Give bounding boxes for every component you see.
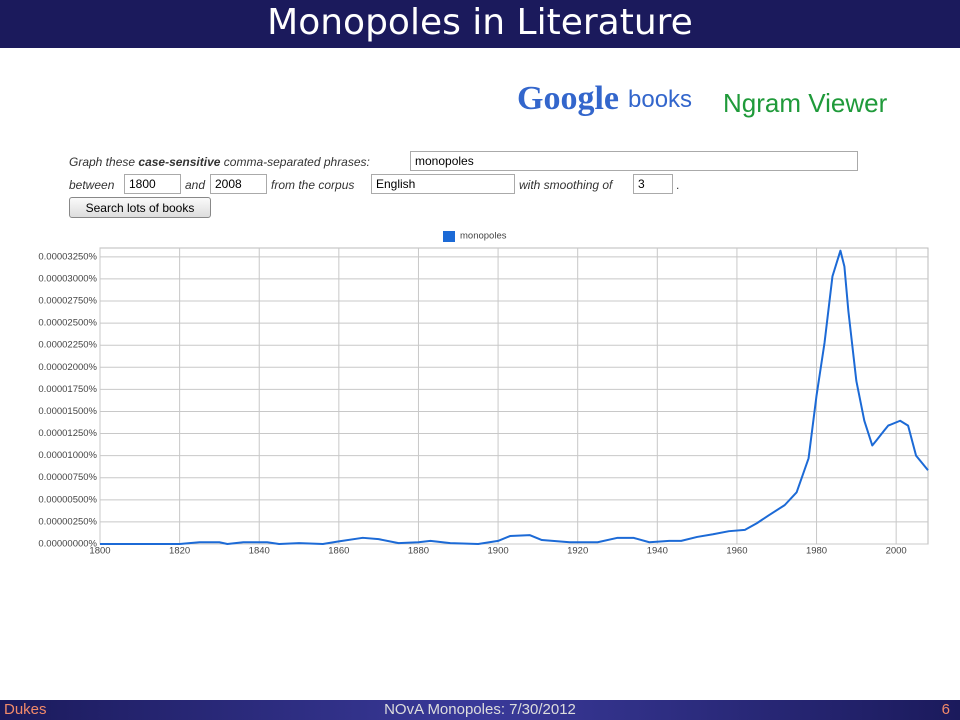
y-tick-label: 0.00000750% bbox=[38, 472, 97, 483]
y-tick-label: 0.00000250% bbox=[38, 516, 97, 527]
x-tick-label: 2000 bbox=[886, 546, 907, 557]
footer-bar bbox=[0, 700, 960, 720]
x-tick-label: 1960 bbox=[726, 546, 747, 557]
x-tick-label: 1820 bbox=[169, 546, 190, 557]
corpus-select[interactable]: English bbox=[371, 174, 515, 194]
y-tick-label: 0.00001500% bbox=[38, 406, 97, 417]
label: with smoothing of bbox=[519, 178, 613, 192]
series-line bbox=[100, 249, 929, 545]
x-tick-label: 1840 bbox=[249, 546, 270, 557]
x-tick-label: 1900 bbox=[488, 546, 509, 557]
start-input[interactable]: 1800 bbox=[124, 174, 181, 194]
chart: 0.00000000% 0.00000250% 0.00000500% 0.00000… bbox=[38, 231, 929, 557]
label: between bbox=[69, 178, 115, 192]
x-tick-label: 1920 bbox=[567, 546, 588, 557]
y-tick-label: 0.00000000% bbox=[38, 539, 97, 550]
y-tick-label: 0.00003000% bbox=[38, 273, 97, 284]
form-line: Graph these case-sensitive comma-separat… bbox=[69, 155, 370, 169]
label: comma-separated phrases: bbox=[223, 155, 370, 169]
phrase-input[interactable]: monopoles bbox=[410, 151, 858, 171]
y-tick-label: 0.00002250% bbox=[38, 340, 97, 351]
footer-author: Dukes bbox=[4, 701, 47, 718]
footer-center: NOvA Monopoles: 7/30/2012 bbox=[384, 701, 576, 718]
x-tick-label: 1860 bbox=[328, 546, 349, 557]
search-button[interactable]: Search lots of books bbox=[69, 197, 211, 218]
y-tick-label: 0.00001000% bbox=[38, 450, 97, 461]
slide-title: Monopoles in Literature bbox=[267, 2, 693, 43]
label: from the corpus bbox=[271, 178, 355, 192]
label: and bbox=[185, 178, 206, 192]
y-tick-label: 0.00002000% bbox=[38, 362, 97, 373]
label: . bbox=[676, 178, 680, 192]
label: case-sensitive bbox=[138, 155, 221, 169]
label: Graph these bbox=[69, 155, 136, 169]
end-input[interactable]: 2008 bbox=[210, 174, 267, 194]
y-tick-label: 0.00000500% bbox=[38, 494, 97, 505]
logo-product: books bbox=[628, 86, 693, 113]
y-tick-label: 0.00002750% bbox=[38, 296, 97, 307]
y-tick-label: 0.00001750% bbox=[38, 384, 97, 395]
legend-label: monopoles bbox=[460, 231, 507, 242]
x-tick-label: 1880 bbox=[408, 546, 429, 557]
y-tick-label: 0.00003250% bbox=[38, 251, 97, 262]
x-tick-label: 1980 bbox=[806, 546, 827, 557]
x-tick-label: 1940 bbox=[647, 546, 668, 557]
y-tick-label: 0.00001250% bbox=[38, 428, 97, 439]
x-tick-label: 1800 bbox=[89, 546, 110, 557]
title-bar bbox=[0, 0, 960, 48]
smoothing-select[interactable]: 3 bbox=[633, 174, 673, 194]
legend-swatch bbox=[443, 231, 455, 242]
logo-tool: Ngram Viewer bbox=[723, 88, 888, 118]
logo-brand: Google bbox=[517, 80, 619, 117]
y-tick-label: 0.00002500% bbox=[38, 318, 97, 329]
page-number: 6 bbox=[941, 701, 950, 718]
